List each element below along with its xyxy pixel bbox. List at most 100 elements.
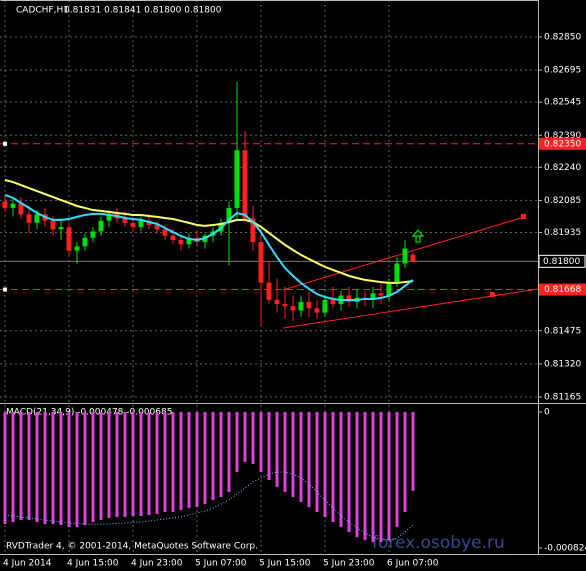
macd-bar — [155, 411, 159, 515]
buy-arrow — [411, 229, 425, 243]
x-tick-label: 4 Jun 15:00 — [67, 559, 119, 569]
macd-bar — [11, 411, 15, 523]
candle-body — [74, 246, 80, 251]
candle-body — [26, 214, 32, 223]
last-price-label: 0.81800 — [543, 257, 580, 267]
candle-body — [322, 299, 328, 313]
candle-body — [402, 248, 408, 264]
macd-bar — [243, 411, 247, 462]
level-label: 0.82350 — [544, 139, 581, 149]
macd-bar — [99, 411, 103, 520]
y-tick-label: 0.82085 — [544, 196, 581, 206]
x-tick-label: 5 Jun 23:00 — [323, 559, 375, 569]
macd-bar — [235, 411, 239, 473]
candle-body — [98, 220, 104, 232]
level-handle — [3, 287, 7, 292]
macd-bar — [203, 411, 207, 505]
x-tick-label: 4 Jun 2014 — [3, 559, 52, 569]
candle-body — [66, 227, 72, 251]
macd-bar — [75, 411, 79, 528]
candle-body — [234, 150, 240, 208]
macd-bar — [411, 411, 415, 491]
macd-bar — [291, 411, 295, 497]
candle-body — [10, 203, 16, 208]
macd-bar — [19, 411, 23, 520]
macd-bar — [115, 411, 119, 517]
macd-bar — [35, 411, 39, 523]
candle-body — [138, 220, 144, 228]
macd-bar — [379, 411, 383, 543]
trend-handle[interactable] — [521, 214, 526, 219]
macd-bar — [227, 411, 231, 493]
macd-bar — [187, 411, 191, 509]
candle-body — [154, 225, 160, 230]
candle-body — [314, 308, 320, 313]
macd-bar — [131, 411, 135, 516]
macd-bar — [387, 411, 391, 541]
candle-body — [50, 220, 56, 230]
y-tick-label: 0.82240 — [544, 163, 581, 173]
macd-bar — [275, 411, 279, 488]
macd-bar — [299, 411, 303, 502]
footer: RVDTrader 4, © 2001-2014, MetaQuotes Sof… — [6, 542, 258, 552]
candle-body — [242, 150, 248, 219]
candle-body — [90, 231, 96, 238]
macd-bar — [51, 411, 55, 525]
macd-bar — [339, 411, 343, 528]
x-tick-label: 5 Jun 07:00 — [195, 559, 247, 569]
trend-handle[interactable] — [490, 292, 495, 297]
x-tick-label: 5 Jun 15:00 — [259, 559, 311, 569]
macd-bar — [147, 411, 151, 516]
candle-body — [266, 282, 272, 300]
moving-average — [4, 178, 414, 284]
level-label-box — [539, 137, 586, 150]
macd-bar — [315, 411, 319, 513]
macd-bar — [307, 411, 311, 508]
macd-bar — [27, 411, 31, 520]
last-price-box — [538, 254, 586, 268]
candle-body — [122, 218, 128, 223]
macd-bar — [123, 411, 127, 517]
candle-body — [306, 301, 312, 309]
candle-body — [290, 306, 296, 311]
macd-bar — [363, 411, 367, 541]
candle-body — [394, 263, 400, 283]
trend-line[interactable] — [282, 288, 539, 329]
level-label-box — [539, 283, 586, 296]
y-tick-label: 0.82545 — [544, 98, 581, 108]
macd-bar — [251, 411, 255, 464]
macd-bar — [67, 411, 71, 528]
macd-bar — [43, 411, 47, 525]
x-tick-label: 4 Jun 23:00 — [131, 559, 183, 569]
candle-body — [2, 201, 8, 208]
macd-bar — [347, 411, 351, 533]
macd-bar — [403, 411, 407, 513]
macd-bar — [195, 411, 199, 508]
macd-bar — [91, 411, 95, 523]
macd-bar — [171, 411, 175, 513]
candle-body — [258, 242, 264, 283]
quote: 0.81831 0.81841 0.81800 0.81800 — [64, 6, 222, 16]
candle-body — [370, 293, 376, 300]
candle-body — [186, 237, 192, 245]
macd-bar — [179, 411, 183, 511]
candle-body — [282, 304, 288, 307]
macd-bar — [355, 411, 359, 538]
candle-body — [250, 218, 256, 243]
candle-body — [82, 237, 88, 247]
y-tick-label: 0.82390 — [544, 131, 581, 141]
candle-body — [58, 227, 64, 230]
candle-body — [346, 295, 352, 302]
macd-bar — [219, 411, 223, 497]
y-tick-label: 0.82695 — [544, 66, 581, 76]
macd-bar — [83, 411, 87, 526]
candle-body — [226, 207, 232, 223]
macd-bar — [267, 411, 271, 480]
candle-body — [34, 214, 40, 223]
candle-body — [170, 235, 176, 240]
candle-body — [162, 229, 168, 236]
candle-body — [330, 299, 336, 305]
macd-bar — [323, 411, 327, 517]
macd-bar — [163, 411, 167, 513]
